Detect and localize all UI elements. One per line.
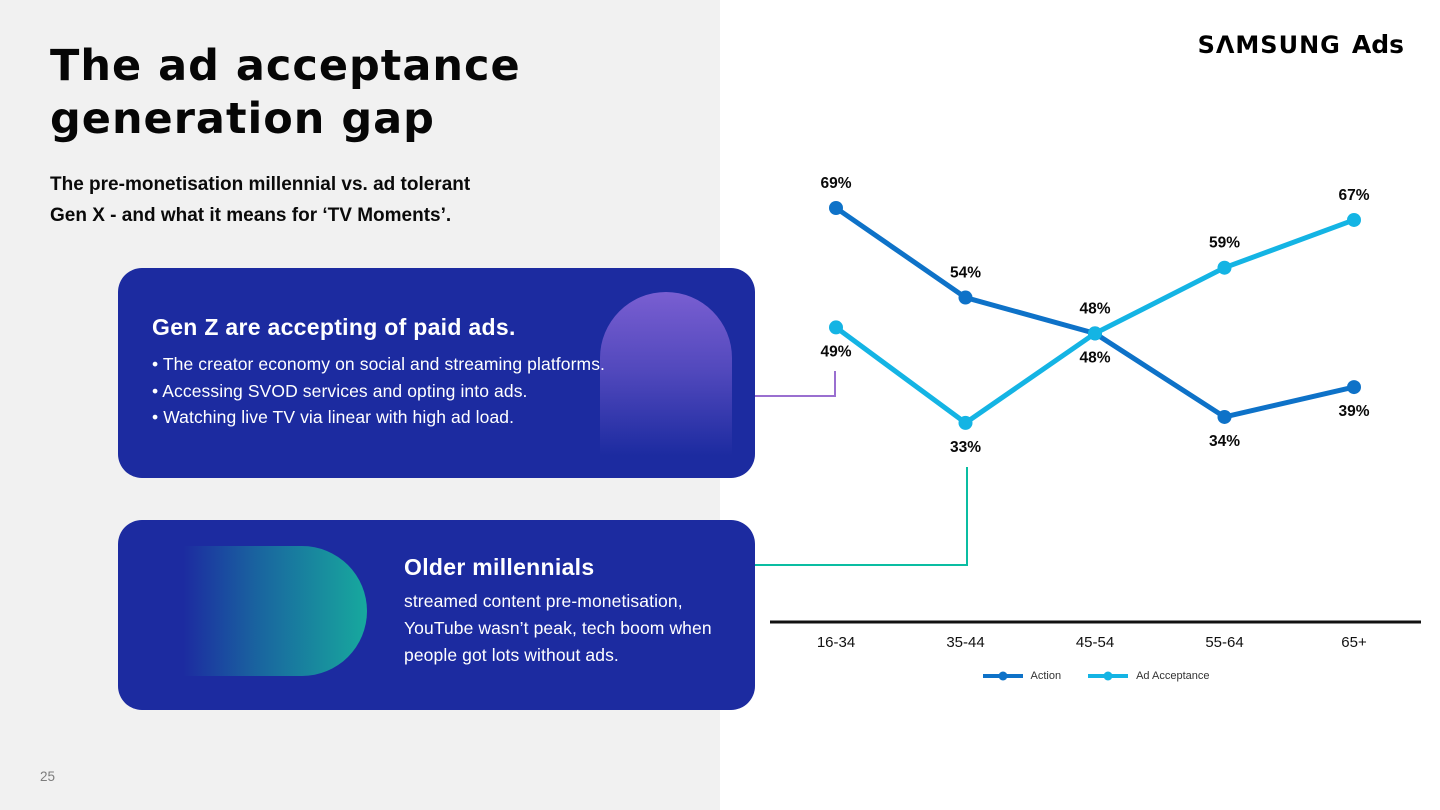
data-value-label: 69% bbox=[820, 175, 851, 192]
legend-swatch-icon bbox=[1088, 671, 1129, 681]
page-title-line1: The ad acceptance bbox=[50, 41, 521, 91]
subtitle: The pre-monetisation millennial vs. ad t… bbox=[50, 169, 470, 231]
bullet-item: • Accessing SVOD services and opting int… bbox=[152, 380, 528, 401]
samsung-ads-logo: SΛMSUNG Ads bbox=[1198, 30, 1404, 59]
millennials-connector-line bbox=[755, 467, 968, 566]
page-title: The ad acceptance generation gap bbox=[50, 40, 521, 146]
samsung-wordmark: SΛMSUNG bbox=[1197, 31, 1341, 59]
x-axis-tick-label: 16-34 bbox=[817, 634, 855, 651]
data-value-label: 49% bbox=[820, 343, 851, 360]
data-value-label: 48% bbox=[1079, 300, 1110, 317]
callout-gen-z: Gen Z are accepting of paid ads. • The c… bbox=[118, 268, 755, 478]
data-point bbox=[1347, 380, 1361, 395]
legend-item: Action bbox=[982, 670, 1062, 682]
data-value-label: 54% bbox=[950, 265, 981, 282]
ads-wordmark: Ads bbox=[1351, 30, 1404, 59]
x-axis-tick-label: 65+ bbox=[1341, 634, 1367, 651]
callout-gen-z-heading: Gen Z are accepting of paid ads. bbox=[152, 314, 516, 340]
legend-item: Ad Acceptance bbox=[1087, 670, 1209, 682]
legend-label: Ad Acceptance bbox=[1136, 670, 1210, 682]
data-point bbox=[958, 290, 973, 305]
chart-legend: Action Ad Acceptance bbox=[770, 667, 1421, 685]
legend-label: Action bbox=[1030, 670, 1062, 682]
subtitle-line1: The pre-monetisation millennial vs. ad t… bbox=[50, 174, 471, 195]
data-point bbox=[1088, 326, 1102, 341]
data-point bbox=[829, 201, 843, 215]
gen-z-connector-line bbox=[755, 371, 836, 397]
data-value-label: 34% bbox=[1209, 433, 1240, 450]
body-line: streamed content pre-monetisation, bbox=[404, 591, 683, 611]
data-value-label: 67% bbox=[1338, 187, 1369, 204]
data-value-label: 33% bbox=[950, 439, 981, 456]
series-line-action bbox=[833, 205, 1357, 420]
data-point bbox=[1088, 326, 1102, 341]
data-point bbox=[958, 415, 973, 430]
x-axis-tick-label: 55-64 bbox=[1205, 634, 1243, 651]
x-axis-tick-label: 45-54 bbox=[1076, 634, 1114, 651]
body-line: people got lots without ads. bbox=[404, 645, 619, 665]
arch-shape-icon bbox=[600, 292, 732, 478]
callout-older-millennials-body: streamed content pre-monetisation, YouTu… bbox=[404, 588, 712, 669]
callout-gen-z-content: Gen Z are accepting of paid ads. • The c… bbox=[152, 314, 605, 431]
page-title-line2: generation gap bbox=[50, 94, 435, 144]
teal-capsule-shape-icon bbox=[183, 546, 367, 676]
bullet-item: • Watching live TV via linear with high … bbox=[152, 407, 515, 427]
data-point bbox=[1347, 212, 1361, 227]
callout-gen-z-bullets: • The creator economy on social and stre… bbox=[152, 351, 605, 431]
callout-older-millennials-heading: Older millennials bbox=[404, 554, 595, 580]
data-value-label: 59% bbox=[1209, 235, 1240, 252]
page-number: 25 bbox=[40, 769, 56, 784]
callout-older-millennials: Older millennials streamed content pre-m… bbox=[118, 520, 755, 710]
x-axis-tick-label: 35-44 bbox=[946, 634, 984, 651]
data-point bbox=[1217, 260, 1232, 275]
bullet-item: • The creator economy on social and stre… bbox=[152, 354, 606, 374]
legend-swatch-icon bbox=[982, 671, 1023, 681]
data-value-label: 48% bbox=[1079, 349, 1110, 366]
data-point bbox=[829, 320, 843, 335]
body-line: YouTube wasn’t peak, tech boom when bbox=[404, 618, 712, 638]
data-value-label: 39% bbox=[1338, 403, 1369, 420]
subtitle-line2: Gen X - and what it means for ‘TV Moment… bbox=[50, 205, 452, 226]
data-point bbox=[1217, 409, 1232, 424]
series-line-ad-acceptance bbox=[833, 217, 1357, 426]
callout-older-millennials-content: Older millennials streamed content pre-m… bbox=[404, 554, 712, 669]
